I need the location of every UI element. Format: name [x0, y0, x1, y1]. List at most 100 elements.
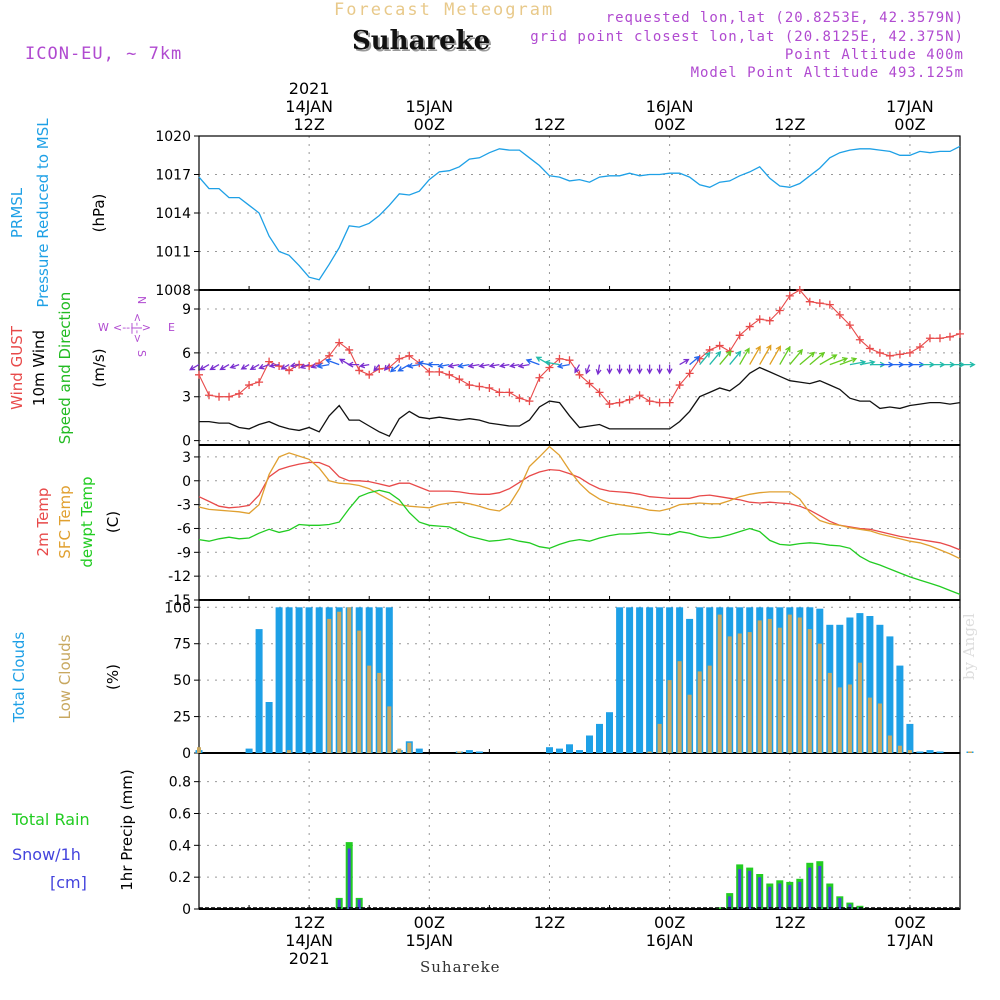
low-cloud-bar — [737, 633, 742, 753]
wind-direction-arrow — [779, 346, 791, 365]
low-cloud-bar — [767, 618, 772, 753]
low-cloud-bar — [397, 748, 402, 753]
total-cloud-bar — [866, 616, 874, 753]
wind-direction-arrow — [679, 358, 690, 366]
low-cloud-bar — [357, 630, 362, 753]
low-cloud-bar — [797, 617, 802, 753]
wind-direction-arrow — [544, 359, 560, 366]
pressure-label-2: Pressure Reduced to MSL — [34, 118, 52, 308]
low-cloud-bar — [807, 629, 812, 753]
wind-direction-arrow — [769, 345, 781, 365]
gust-point — [935, 334, 944, 343]
snow-bar — [808, 867, 812, 909]
low-cloud-bar — [327, 618, 332, 753]
gust-point — [585, 379, 594, 388]
snow-bar — [778, 883, 782, 909]
total-cloud-bar — [576, 750, 583, 753]
wind-unit: (m/s) — [90, 348, 108, 387]
total-cloud-bar — [636, 607, 644, 753]
gust-point — [845, 321, 854, 330]
total-cloud-bar — [305, 607, 313, 753]
wind-direction-arrow — [709, 350, 722, 366]
wind-direction-arrow — [240, 364, 250, 370]
precip-label: 1hr Precip (mm) — [118, 769, 136, 890]
wind-direction-arrow — [739, 347, 750, 365]
wind-direction-arrow — [556, 362, 570, 369]
low-cloud-bar — [407, 742, 412, 753]
gust-point — [945, 332, 954, 341]
wind-direction-arrow — [417, 360, 430, 367]
snow-bar — [768, 886, 772, 909]
total-cloud-bar — [465, 750, 473, 753]
gust-point — [675, 381, 684, 390]
wind-direction-arrow — [574, 364, 581, 374]
wind-direction-arrow — [799, 351, 816, 366]
low-cloud-bar — [877, 703, 882, 753]
wind-direction-arrow — [509, 362, 520, 369]
low-cloud-bar — [367, 665, 372, 753]
total-cloud-bar — [596, 723, 603, 753]
low-cloud-bar — [727, 636, 732, 753]
precip-legend-rain: Total Rain — [11, 810, 90, 829]
ytick-label-pressure: 1014 — [155, 206, 191, 222]
time-label-top: 17JAN — [886, 97, 934, 116]
low-cloud-bar — [347, 607, 352, 753]
total-cloud-bar — [285, 607, 293, 753]
total-cloud-bar — [275, 607, 283, 753]
wind-direction-arrow — [498, 362, 510, 369]
time-label-bottom: 12Z — [534, 913, 565, 932]
wind-direction-arrow — [383, 364, 390, 371]
snow-bar — [738, 869, 742, 909]
time-label-bottom: 14JAN — [285, 931, 333, 950]
gust-point — [645, 397, 654, 406]
rain-bar — [716, 907, 724, 909]
pressure-unit: (hPa) — [90, 194, 108, 233]
footer-location: Suhareke — [420, 958, 501, 976]
compass-ns-arrow: <-|-> — [131, 313, 144, 343]
wind-direction-arrow — [646, 364, 653, 375]
wind-direction-arrow — [839, 357, 858, 366]
low-cloud-bar — [968, 751, 972, 753]
low-cloud-bar — [287, 750, 292, 753]
gust-point — [445, 370, 454, 379]
total-cloud-bar — [415, 748, 423, 753]
low-cloud-bar — [387, 706, 392, 753]
time-label-bottom: 00Z — [894, 913, 925, 932]
gust-point — [245, 381, 254, 390]
wind-direction-arrow — [606, 364, 613, 375]
wind-direction-arrow — [719, 350, 732, 366]
gust-point — [235, 389, 244, 398]
pressure-label-1: PRMSL — [8, 187, 26, 238]
ytick-label-clouds: 50 — [173, 673, 191, 689]
wind-direction-arrow — [584, 364, 591, 375]
ytick-label-temperature: 3 — [182, 450, 191, 466]
frame-precip — [198, 752, 961, 910]
low-cloud-bar — [857, 662, 862, 753]
total-cloud-bar — [385, 607, 393, 753]
time-label-bottom: 2021 — [289, 949, 330, 968]
gust-point — [555, 354, 564, 363]
time-label-top: 15JAN — [405, 97, 453, 116]
temp-dewpt-line — [198, 489, 961, 596]
gust-point — [685, 369, 694, 378]
gust-point — [475, 382, 484, 391]
gust-point — [425, 367, 434, 376]
wind-direction-arrow — [960, 361, 976, 368]
low-cloud-bar — [787, 614, 792, 753]
gust-point — [375, 364, 384, 373]
total-cloud-bar — [566, 744, 573, 753]
wind-direction-arrow — [199, 364, 210, 371]
ytick-label-pressure: 1020 — [155, 129, 191, 145]
panel-precip: 0 0.2 0.4 0.6 0.8 — [169, 752, 961, 918]
wind-direction-arrow — [209, 364, 220, 371]
low-cloud-bar — [777, 627, 782, 753]
time-label-bottom: 16JAN — [646, 931, 694, 950]
compass-w: W — [98, 321, 109, 334]
temp-2m-line — [198, 461, 961, 551]
gust-point — [615, 398, 624, 407]
wind-direction-arrow — [358, 362, 370, 369]
time-label-top: 12Z — [774, 115, 805, 134]
gust-point — [205, 391, 214, 400]
snow-bar — [798, 881, 802, 909]
total-cloud-bar — [616, 607, 624, 753]
